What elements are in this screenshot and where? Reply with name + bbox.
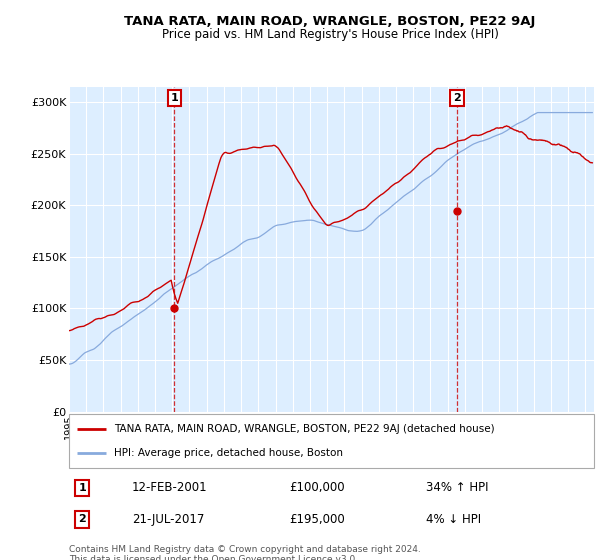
Text: 2: 2: [453, 93, 461, 103]
Text: 4% ↓ HPI: 4% ↓ HPI: [426, 513, 481, 526]
Text: 1: 1: [78, 483, 86, 493]
Text: TANA RATA, MAIN ROAD, WRANGLE, BOSTON, PE22 9AJ (detached house): TANA RATA, MAIN ROAD, WRANGLE, BOSTON, P…: [113, 424, 494, 434]
Text: 34% ↑ HPI: 34% ↑ HPI: [426, 482, 488, 494]
Text: 12-FEB-2001: 12-FEB-2001: [132, 482, 208, 494]
Text: TANA RATA, MAIN ROAD, WRANGLE, BOSTON, PE22 9AJ: TANA RATA, MAIN ROAD, WRANGLE, BOSTON, P…: [124, 15, 536, 28]
Text: 21-JUL-2017: 21-JUL-2017: [132, 513, 205, 526]
Text: 2: 2: [78, 515, 86, 524]
Text: £100,000: £100,000: [290, 482, 345, 494]
Text: 1: 1: [170, 93, 178, 103]
Text: Price paid vs. HM Land Registry's House Price Index (HPI): Price paid vs. HM Land Registry's House …: [161, 28, 499, 41]
Text: Contains HM Land Registry data © Crown copyright and database right 2024.
This d: Contains HM Land Registry data © Crown c…: [69, 545, 421, 560]
FancyBboxPatch shape: [69, 414, 594, 468]
Text: £195,000: £195,000: [290, 513, 345, 526]
Text: HPI: Average price, detached house, Boston: HPI: Average price, detached house, Bost…: [113, 448, 343, 458]
